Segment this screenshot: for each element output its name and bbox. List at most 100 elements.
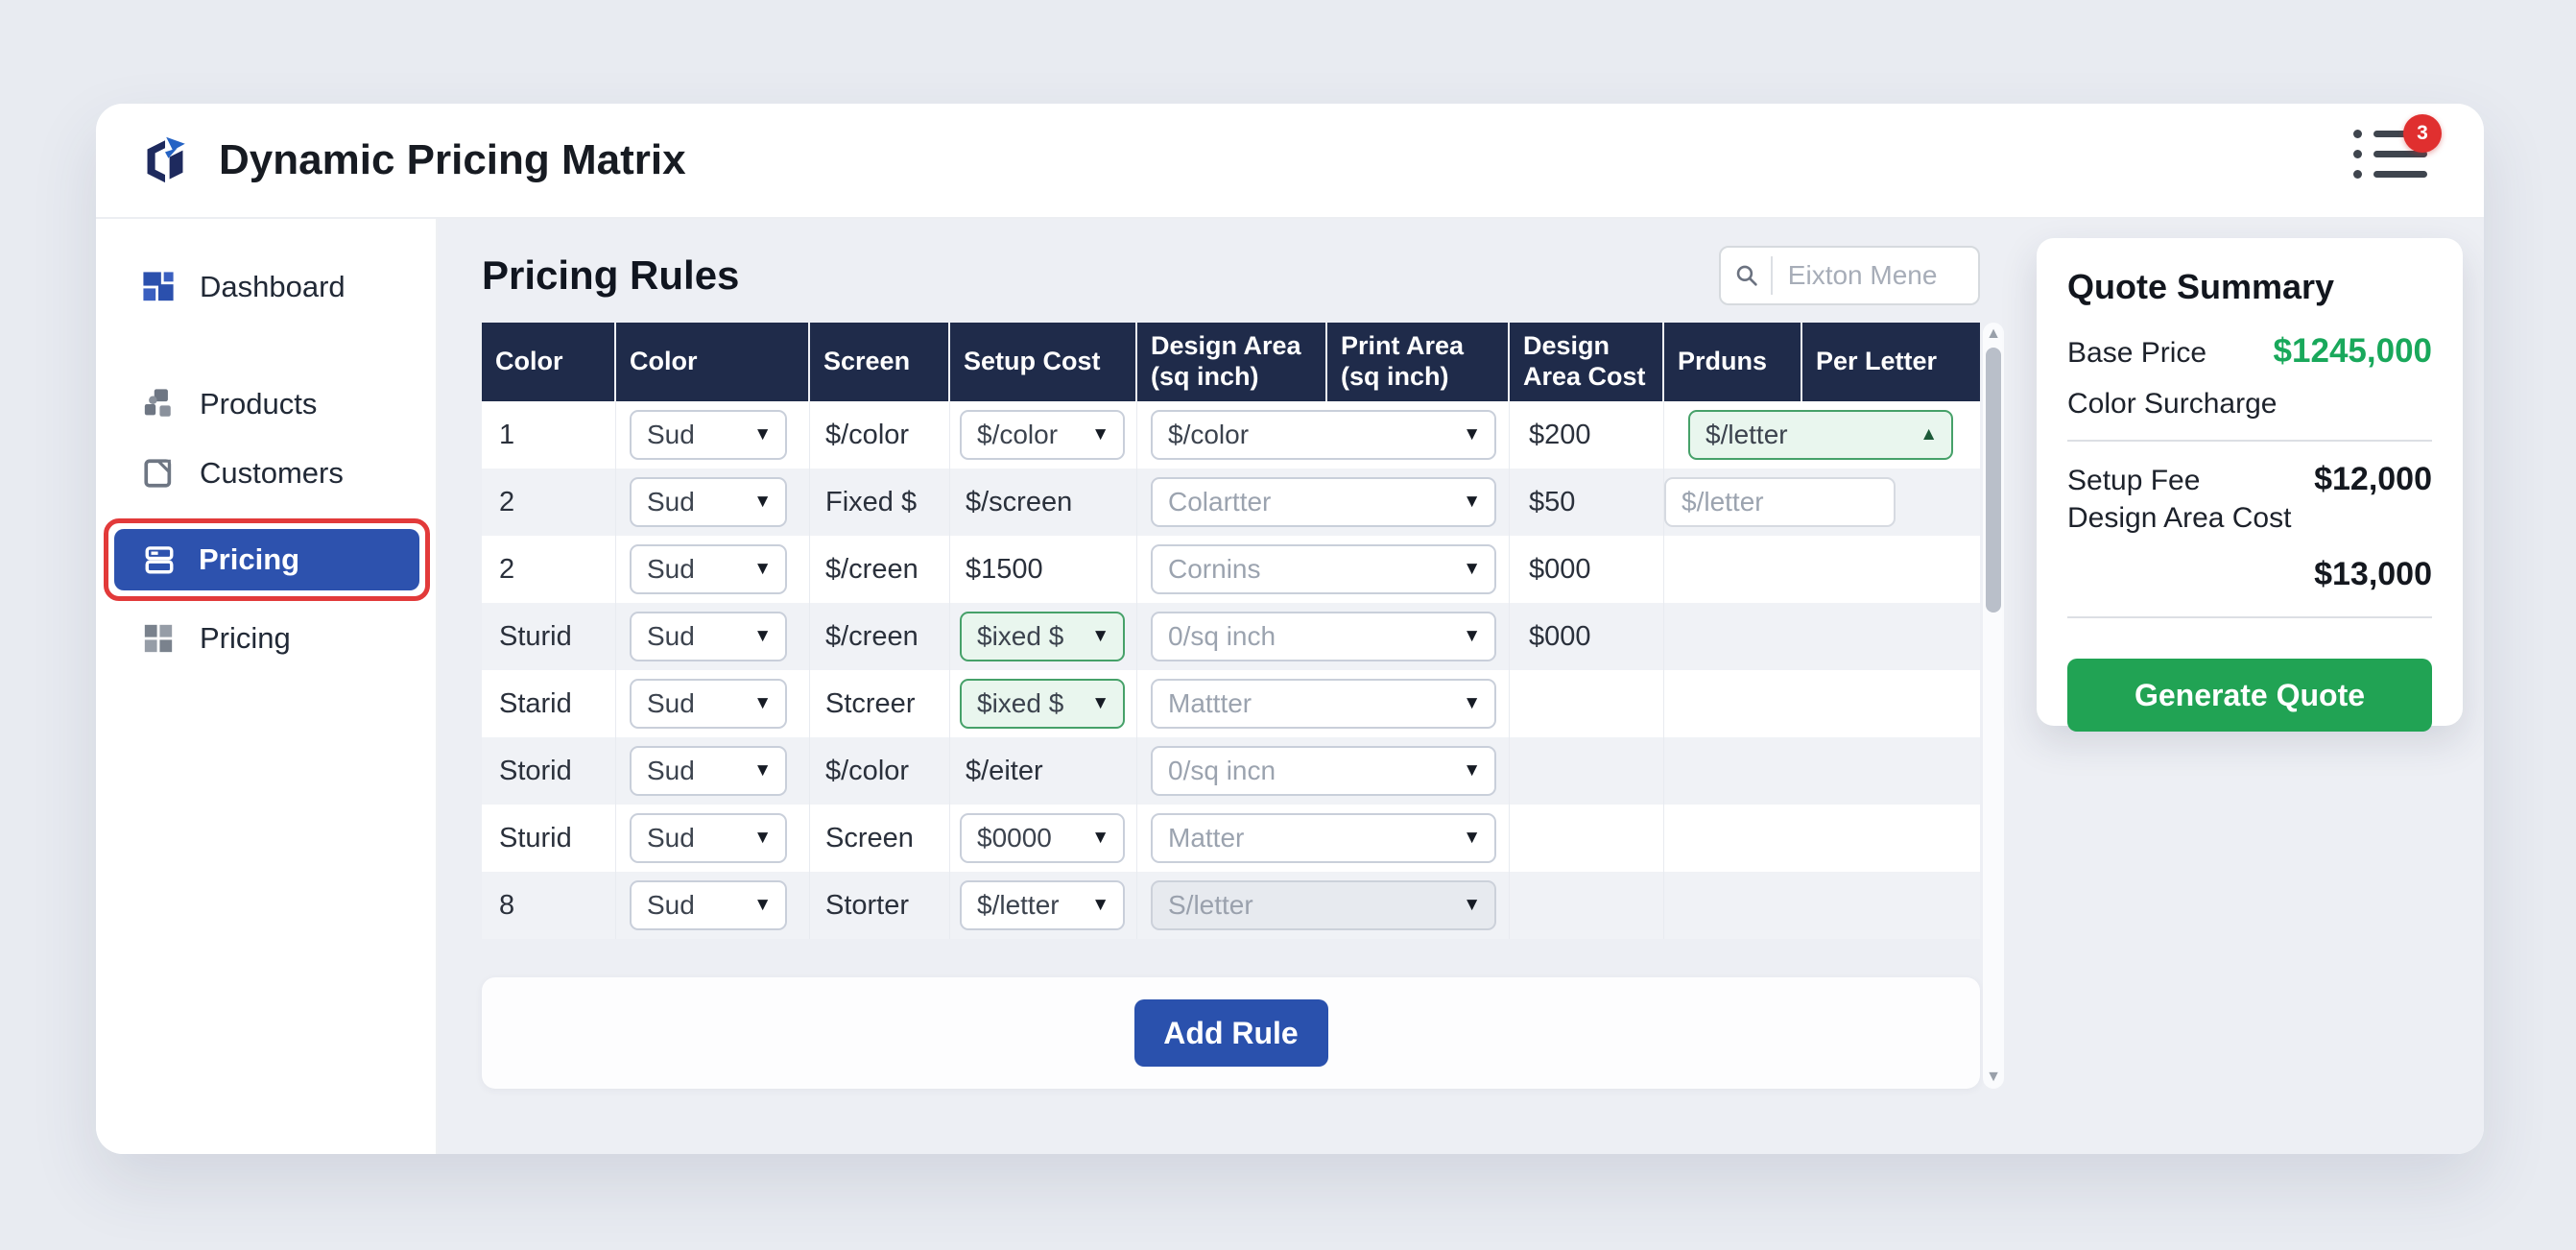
color-select-cell: Sud ▼ <box>616 805 810 872</box>
chevron-down-icon: ▼ <box>753 895 772 915</box>
setup-cost-cell: $/color ▼ <box>950 401 1137 469</box>
vertical-scrollbar[interactable]: ▲ ▼ <box>1983 323 2004 1089</box>
dropdown-value: Sud <box>647 621 695 651</box>
color-select-cell: Sud ▼ <box>616 469 810 536</box>
design-area-cost-cell <box>1510 805 1664 872</box>
dropdown-select[interactable]: 0/sq incn ▼ <box>1151 746 1496 796</box>
dropdown-select[interactable]: S/letter ▼ <box>1151 880 1496 930</box>
dropdown-select[interactable]: $/letter ▼ <box>960 880 1125 930</box>
chevron-down-icon: ▼ <box>1091 828 1109 848</box>
dropdown-select[interactable]: Matter ▼ <box>1151 813 1496 863</box>
dropdown-select[interactable]: Sud ▼ <box>630 612 787 661</box>
color-select-cell: Sud ▼ <box>616 536 810 603</box>
sidebar-item-products[interactable]: Products <box>96 380 436 428</box>
dropdown-value: $ixed $ <box>977 621 1064 651</box>
color-select-cell: Sud ▼ <box>616 603 810 670</box>
design-area-cost-cell: $50 <box>1510 469 1664 536</box>
design-print-area-cell: Colartter ▼ <box>1137 469 1510 536</box>
sidebar-item-label: Products <box>200 387 318 421</box>
design-area-cost-label: Design Area Cost <box>2067 502 2292 534</box>
rule-id-cell: Storid <box>482 737 616 805</box>
dropdown-select[interactable]: Sud ▼ <box>630 477 787 527</box>
column-header-color: Color <box>482 323 616 401</box>
dropdown-select[interactable]: Sud ▼ <box>630 746 787 796</box>
screen-cell: Storter <box>810 872 950 939</box>
app-header: Dynamic Pricing Matrix 3 <box>96 104 2484 219</box>
sidebar-item-pricing-2[interactable]: Pricing <box>96 614 436 662</box>
per-letter-cell: $/letter <box>1664 469 1980 536</box>
dropdown-value: Sud <box>647 756 695 785</box>
dashboard-icon <box>143 272 174 301</box>
dropdown-value: Sud <box>647 487 695 517</box>
dropdown-select[interactable]: $/letter ▲ <box>1688 410 1953 460</box>
dropdown-select[interactable]: $ixed $ ▼ <box>960 679 1125 729</box>
dropdown-value: Colartter <box>1168 487 1272 517</box>
setup-fee-label: Setup Fee <box>2067 465 2201 496</box>
search-box[interactable] <box>1719 246 1980 305</box>
dropdown-value: Mattter <box>1168 688 1252 718</box>
screen-cell: Fixed $ <box>810 469 950 536</box>
chevron-down-icon: ▼ <box>1463 626 1481 646</box>
scrollbar-down-arrow-icon[interactable]: ▼ <box>1986 1069 2001 1085</box>
dropdown-select[interactable]: $0000 ▼ <box>960 813 1125 863</box>
sidebar-item-dashboard[interactable]: Dashboard <box>96 263 436 311</box>
base-price-value: $1245,000 <box>2273 332 2432 370</box>
add-rule-button[interactable]: Add Rule <box>1133 999 1328 1067</box>
column-header-design-area-sq-inch-: Design Area (sq inch) <box>1137 323 1327 401</box>
setup-cost-cell: $/eiter <box>950 737 1137 805</box>
dropdown-select[interactable]: Mattter ▼ <box>1151 679 1496 729</box>
chevron-down-icon: ▼ <box>753 626 772 646</box>
color-select-cell: Sud ▼ <box>616 670 810 737</box>
dropdown-select[interactable]: 0/sq inch ▼ <box>1151 612 1496 661</box>
design-print-area-cell: Matter ▼ <box>1137 805 1510 872</box>
dropdown-select[interactable]: Sud ▼ <box>630 880 787 930</box>
rule-id-cell: Sturid <box>482 603 616 670</box>
notification-badge[interactable]: 3 <box>2403 114 2442 153</box>
search-divider <box>1771 256 1773 295</box>
add-rule-card: Add Rule <box>482 977 1980 1089</box>
dropdown-select[interactable]: Sud ▼ <box>630 813 787 863</box>
app-window: Dynamic Pricing Matrix 3 Dashboard <box>96 104 2484 1154</box>
dropdown-select[interactable]: Sud ▼ <box>630 679 787 729</box>
design-print-area-cell: $/color ▼ <box>1137 401 1510 469</box>
dropdown-value: Cornins <box>1168 554 1261 584</box>
dropdown-value: $ixed $ <box>977 688 1064 718</box>
setup-fee-value: $12,000 <box>2314 461 2432 497</box>
chevron-down-icon: ▼ <box>1091 693 1109 713</box>
screen-cell: $/creen <box>810 603 950 670</box>
dropdown-select[interactable]: $ixed $ ▼ <box>960 612 1125 661</box>
sidebar-item-customers[interactable]: Customers <box>96 449 436 497</box>
dropdown-value: $/letter <box>977 890 1060 920</box>
sidebar-item-pricing-active[interactable]: Pricing <box>114 529 419 590</box>
rule-id-cell: 2 <box>482 469 616 536</box>
per-letter-input[interactable]: $/letter <box>1664 477 1896 527</box>
dropdown-value: 0/sq inch <box>1168 621 1276 651</box>
search-icon <box>1736 265 1757 286</box>
design-area-cost-cell <box>1510 670 1664 737</box>
dropdown-select[interactable]: $/color ▼ <box>1151 410 1496 460</box>
color-surcharge-label: Color Surcharge <box>2067 388 2278 420</box>
dropdown-select[interactable]: Sud ▼ <box>630 544 787 594</box>
pricing-rules-table: Color Color Screen Setup Cost Design Area (s… <box>482 323 1980 939</box>
annotation-red-outline: Pricing <box>104 518 430 601</box>
color-select-cell: Sud ▼ <box>616 872 810 939</box>
dropdown-select[interactable]: Sud ▼ <box>630 410 787 460</box>
rule-id-cell: Sturid <box>482 805 616 872</box>
scrollbar-thumb[interactable] <box>1986 348 2001 613</box>
sidebar: Dashboard Products Customers <box>96 219 438 1154</box>
dropdown-select[interactable]: Colartter ▼ <box>1151 477 1496 527</box>
chevron-down-icon: ▼ <box>753 760 772 781</box>
dropdown-select[interactable]: $/color ▼ <box>960 410 1125 460</box>
dropdown-select[interactable]: Cornins ▼ <box>1151 544 1496 594</box>
search-input[interactable] <box>1785 259 1965 292</box>
scrollbar-up-arrow-icon[interactable]: ▲ <box>1986 325 2001 342</box>
page-title: Dynamic Pricing Matrix <box>219 136 686 183</box>
menu-list-icon[interactable]: 3 <box>2353 114 2442 191</box>
sidebar-item-label: Customers <box>200 456 344 490</box>
screen-cell: Screen <box>810 805 950 872</box>
chevron-down-icon: ▼ <box>753 492 772 512</box>
generate-quote-button[interactable]: Generate Quote <box>2067 659 2432 732</box>
setup-cost-cell: $ixed $ ▼ <box>950 670 1137 737</box>
